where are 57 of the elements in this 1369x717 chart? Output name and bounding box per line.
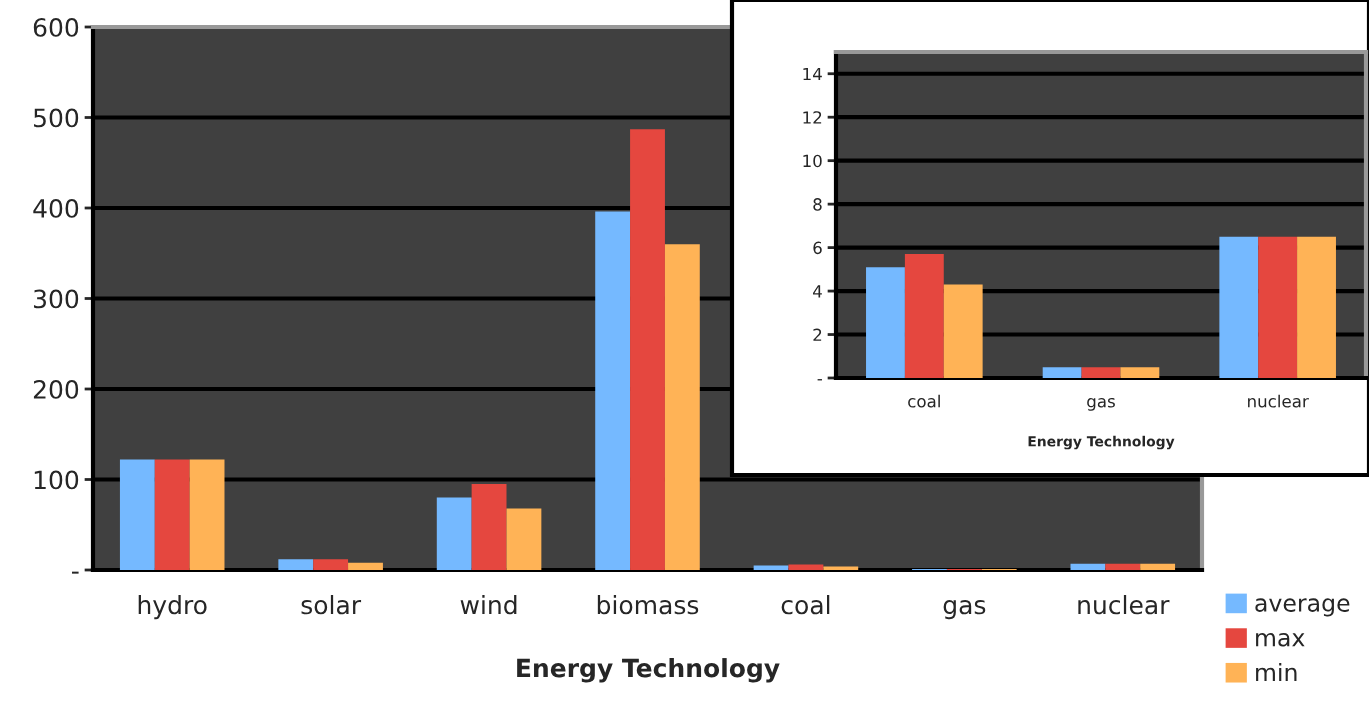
bar: [1258, 236, 1298, 378]
y-tick-label: 2: [813, 328, 822, 341]
bar: [1140, 563, 1176, 570]
x-tick-label: wind: [460, 595, 517, 615]
y-tick-label: 8: [813, 198, 822, 211]
y-tick-label: 300: [33, 289, 79, 309]
bar: [866, 267, 905, 378]
bar: [1042, 367, 1082, 378]
bar: [788, 564, 824, 570]
legend-label: average: [1255, 598, 1350, 617]
bar: [1120, 367, 1160, 378]
x-tick-label: biomass: [597, 595, 699, 615]
y-tick-label: 100: [34, 470, 79, 490]
x-tick-label: gas: [1087, 398, 1115, 411]
bar: [278, 559, 314, 570]
y-tick-label: 400: [33, 198, 79, 218]
bar: [1219, 236, 1259, 378]
legend-label: min: [1256, 662, 1297, 681]
bar: [1081, 367, 1121, 378]
x-axis-title: Energy Technology: [517, 658, 780, 683]
y-tick-label: 4: [813, 285, 822, 298]
y-tick-label: 10: [803, 154, 822, 168]
bar: [630, 129, 665, 570]
y-tick-label: 200: [33, 379, 79, 399]
bar: [506, 508, 542, 570]
x-tick-label: coal: [908, 394, 940, 408]
bar: [823, 566, 859, 570]
y-tick-label: 600: [33, 17, 79, 37]
bar: [1105, 563, 1141, 570]
y-tick-label: 14: [803, 67, 822, 81]
x-tick-label: gas: [943, 600, 986, 620]
bar: [943, 284, 983, 378]
bar: [313, 559, 349, 570]
bar: [595, 211, 631, 570]
bar: [189, 459, 225, 570]
bar: [154, 459, 190, 570]
bar: [753, 565, 789, 570]
bar: [1070, 563, 1106, 570]
bar: [348, 562, 383, 570]
bar: [1297, 236, 1336, 378]
y-tick-label: 500: [34, 108, 79, 128]
bar: [471, 484, 507, 570]
bar: [436, 497, 472, 570]
x-tick-label: solar: [301, 595, 362, 615]
x-tick-label: nuclear: [1248, 394, 1309, 408]
x-axis-title: Energy Technology: [1028, 435, 1175, 450]
legend-label: max: [1256, 632, 1305, 647]
bar: [904, 254, 944, 378]
y-tick-label: 12: [803, 111, 822, 124]
bar: [664, 244, 700, 570]
x-tick-label: nuclear: [1078, 595, 1170, 615]
y-tick-label: 6: [813, 241, 822, 255]
x-tick-label: coal: [781, 595, 830, 615]
y-tick-label: -: [72, 571, 79, 574]
bar: [119, 459, 155, 570]
y-tick-label: -: [817, 379, 822, 381]
x-tick-label: hydro: [138, 595, 207, 620]
